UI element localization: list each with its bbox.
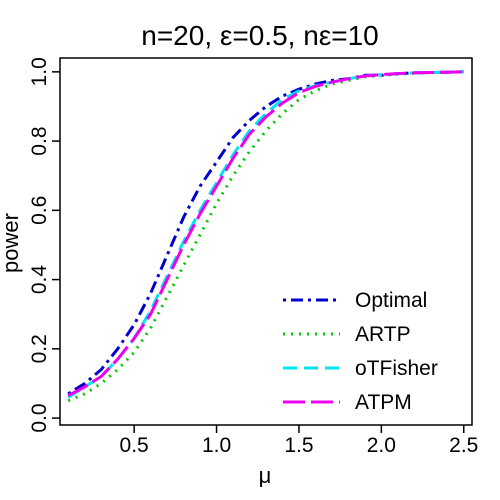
x-axis-label: μ [259,463,272,488]
y-axis-label: power [0,213,23,273]
y-tick-label: 0.6 [28,196,51,225]
x-axis: 0.5 1.0 1.5 2.0 2.5 [120,425,478,457]
series-line-atpm [67,70,464,397]
x-tick-label: 0.5 [120,434,149,457]
y-tick-label: 0.4 [28,265,51,295]
x-tick-label: 1.0 [202,434,231,457]
y-tick-label: 1.0 [28,57,51,86]
x-tick-label: 2.0 [367,434,396,457]
legend-label-atpm: ATPM [355,391,412,414]
y-tick-label: 0.0 [28,403,51,432]
legend-label-artp: ARTP [355,323,411,346]
y-tick-label: 0.8 [28,126,51,155]
x-tick-label: 2.5 [449,434,478,457]
plot-frame [59,57,473,426]
y-tick-label: 0.2 [28,334,51,363]
y-axis: 0.0 0.2 0.4 0.6 0.8 1.0 [28,57,60,433]
x-tick-label: 1.5 [284,434,313,457]
legend: Optimal ARTP oTFisher ATPM [283,289,438,414]
legend-label-otfisher: oTFisher [355,357,438,380]
series-line-artp [67,70,464,403]
chart-title: n=20, ε=0.5, nε=10 [141,20,379,51]
series-layer [67,70,464,403]
legend-label-optimal: Optimal [355,289,427,312]
